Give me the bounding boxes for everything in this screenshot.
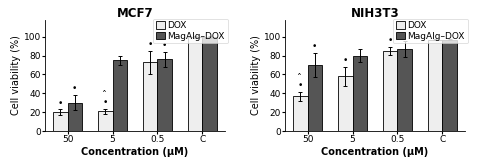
Bar [293,96,308,131]
Text: •: • [312,42,318,51]
Text: •: • [102,98,108,107]
Text: •: • [162,41,168,50]
Bar [308,65,322,131]
Bar [442,40,457,131]
Text: •: • [342,56,348,65]
Text: •: • [72,84,78,93]
Bar [143,62,158,131]
Legend: DOX, MagAlg–DOX: DOX, MagAlg–DOX [393,19,468,43]
Text: •: • [298,81,303,90]
Text: •: • [148,40,153,49]
Bar [98,111,112,131]
Text: •: • [402,31,407,40]
Text: ˆ: ˆ [296,74,301,84]
Bar [338,76,352,131]
Title: NIH3T3: NIH3T3 [350,7,400,20]
Bar [112,60,127,131]
Text: •: • [58,99,63,108]
Y-axis label: Cell viability (%): Cell viability (%) [251,35,261,115]
Bar [383,51,398,131]
Text: •: • [388,36,393,45]
Title: MCF7: MCF7 [116,7,154,20]
X-axis label: Concentration (μM): Concentration (μM) [322,147,428,157]
Bar [428,40,442,131]
Bar [202,37,217,131]
Bar [158,59,172,131]
X-axis label: Concentration (μM): Concentration (μM) [82,147,188,157]
Text: ˆ: ˆ [101,91,106,101]
Bar [188,37,202,131]
Bar [68,103,82,131]
Legend: DOX, MagAlg–DOX: DOX, MagAlg–DOX [153,19,228,43]
Y-axis label: Cell viability (%): Cell viability (%) [11,35,21,115]
Bar [53,112,68,131]
Bar [352,56,367,131]
Bar [398,49,412,131]
